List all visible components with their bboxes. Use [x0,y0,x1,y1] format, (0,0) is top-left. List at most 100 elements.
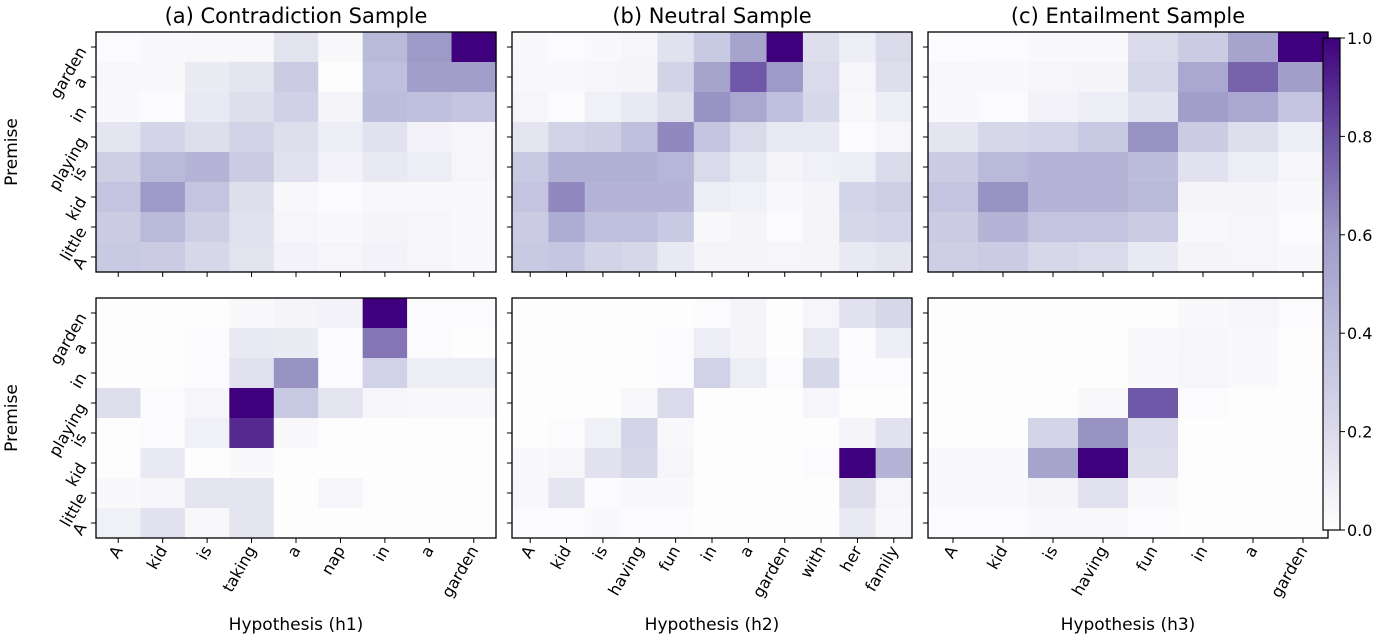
heatmap-cell [451,388,497,419]
heatmap-cell [621,122,659,153]
heatmap-cell [978,152,1029,183]
heatmap-cell [978,478,1029,509]
heatmap-cell [96,62,142,93]
heatmap-cell [875,62,913,93]
heatmap-cell [140,122,186,153]
heatmap-cell [766,388,804,419]
heatmap-cell [318,508,364,539]
heatmap-cell [766,182,804,213]
heatmap-cell [730,152,768,183]
heatmap-cell [318,478,364,509]
heatmap-cell [512,32,549,63]
heatmap-cell [407,418,453,449]
heatmap-cell [875,298,913,329]
heatmap-cell [407,32,453,63]
heatmap-cell [1128,478,1179,509]
heatmap-cell [362,508,408,539]
x-tick-label: having [1068,543,1112,599]
heatmap-cell [875,358,913,389]
heatmap-cell [693,122,731,153]
heatmap-cell [1228,92,1279,123]
heatmap-cell [802,448,840,479]
heatmap-cell [273,62,319,93]
x-tick-label: nap [317,543,349,579]
heatmap-cell [621,328,659,359]
heatmap-cell [875,388,913,419]
heatmap-cell [512,92,549,123]
y-tick-label: little [56,224,90,264]
heatmap-cell [451,242,497,273]
heatmap-cell [802,212,840,243]
heatmap-cell [584,92,622,123]
heatmap-cell [1278,508,1329,539]
heatmap-cell [928,242,979,273]
x-tick-label: is [589,543,612,564]
heatmap-cell [802,478,840,509]
heatmap-cell [318,388,364,419]
heatmap-cell [451,298,497,329]
heatmap-cell [657,152,695,183]
colorbar-tick-label: 0.4 [1347,324,1372,343]
heatmap-cell [512,478,549,509]
heatmap-cell [693,92,731,123]
heatmap-cell [657,478,695,509]
heatmap-cell [273,358,319,389]
heatmap-cell [548,388,586,419]
heatmap-cell [1278,388,1329,419]
heatmap-cell [1278,242,1329,273]
heatmap-cell [693,358,731,389]
heatmap-cell [1078,152,1129,183]
heatmap-cell [839,152,877,183]
y-tick-label: garden [46,310,91,368]
heatmap-cell [362,328,408,359]
heatmap-cell [362,358,408,389]
heatmap-cell [96,242,142,273]
heatmap-cell [548,92,586,123]
heatmap-cell [1028,478,1079,509]
heatmap-cell [1078,328,1129,359]
heatmap-cell [318,242,364,273]
heatmap-cell [657,448,695,479]
heatmap-cell [802,388,840,419]
heatmap-cell [451,182,497,213]
heatmap-cell [362,478,408,509]
heatmap-cell [1128,298,1179,329]
heatmap-cell [1028,418,1079,449]
heatmap-cell [802,152,840,183]
heatmap-cell [362,62,408,93]
heatmap-cell [229,212,275,243]
heatmap-cell [362,212,408,243]
heatmap-cell [184,478,230,509]
heatmap-cell [584,478,622,509]
heatmap-cell [1028,388,1079,419]
heatmap-cell [229,152,275,183]
heatmap-cell [140,358,186,389]
heatmap-cell [1128,122,1179,153]
heatmap-cell [584,358,622,389]
colorbar-tick-label: 0.2 [1347,423,1372,442]
heatmap-cell [548,508,586,539]
heatmap-cell [229,182,275,213]
heatmap-cell [928,62,979,93]
heatmap-cell [318,448,364,479]
heatmap-cell [1278,212,1329,243]
heatmap-cell [693,328,731,359]
heatmap-cell [693,242,731,273]
heatmap-cell [1228,358,1279,389]
heatmap-cell [1178,32,1229,63]
x-tick-label: A [517,542,539,561]
heatmap-cell [512,62,549,93]
heatmap-cell [140,448,186,479]
heatmap-cell [1278,448,1329,479]
heatmap-cell [875,478,913,509]
heatmap-cell [318,92,364,123]
heatmap-cell [621,32,659,63]
heatmap-cell [96,152,142,183]
heatmap-cell [140,92,186,123]
heatmap-cell [693,62,731,93]
heatmap-cell [657,32,695,63]
y-tick-label: kid [62,460,90,490]
heatmap-cell [978,32,1029,63]
x-axis-label: Hypothesis (h1) [229,615,364,635]
